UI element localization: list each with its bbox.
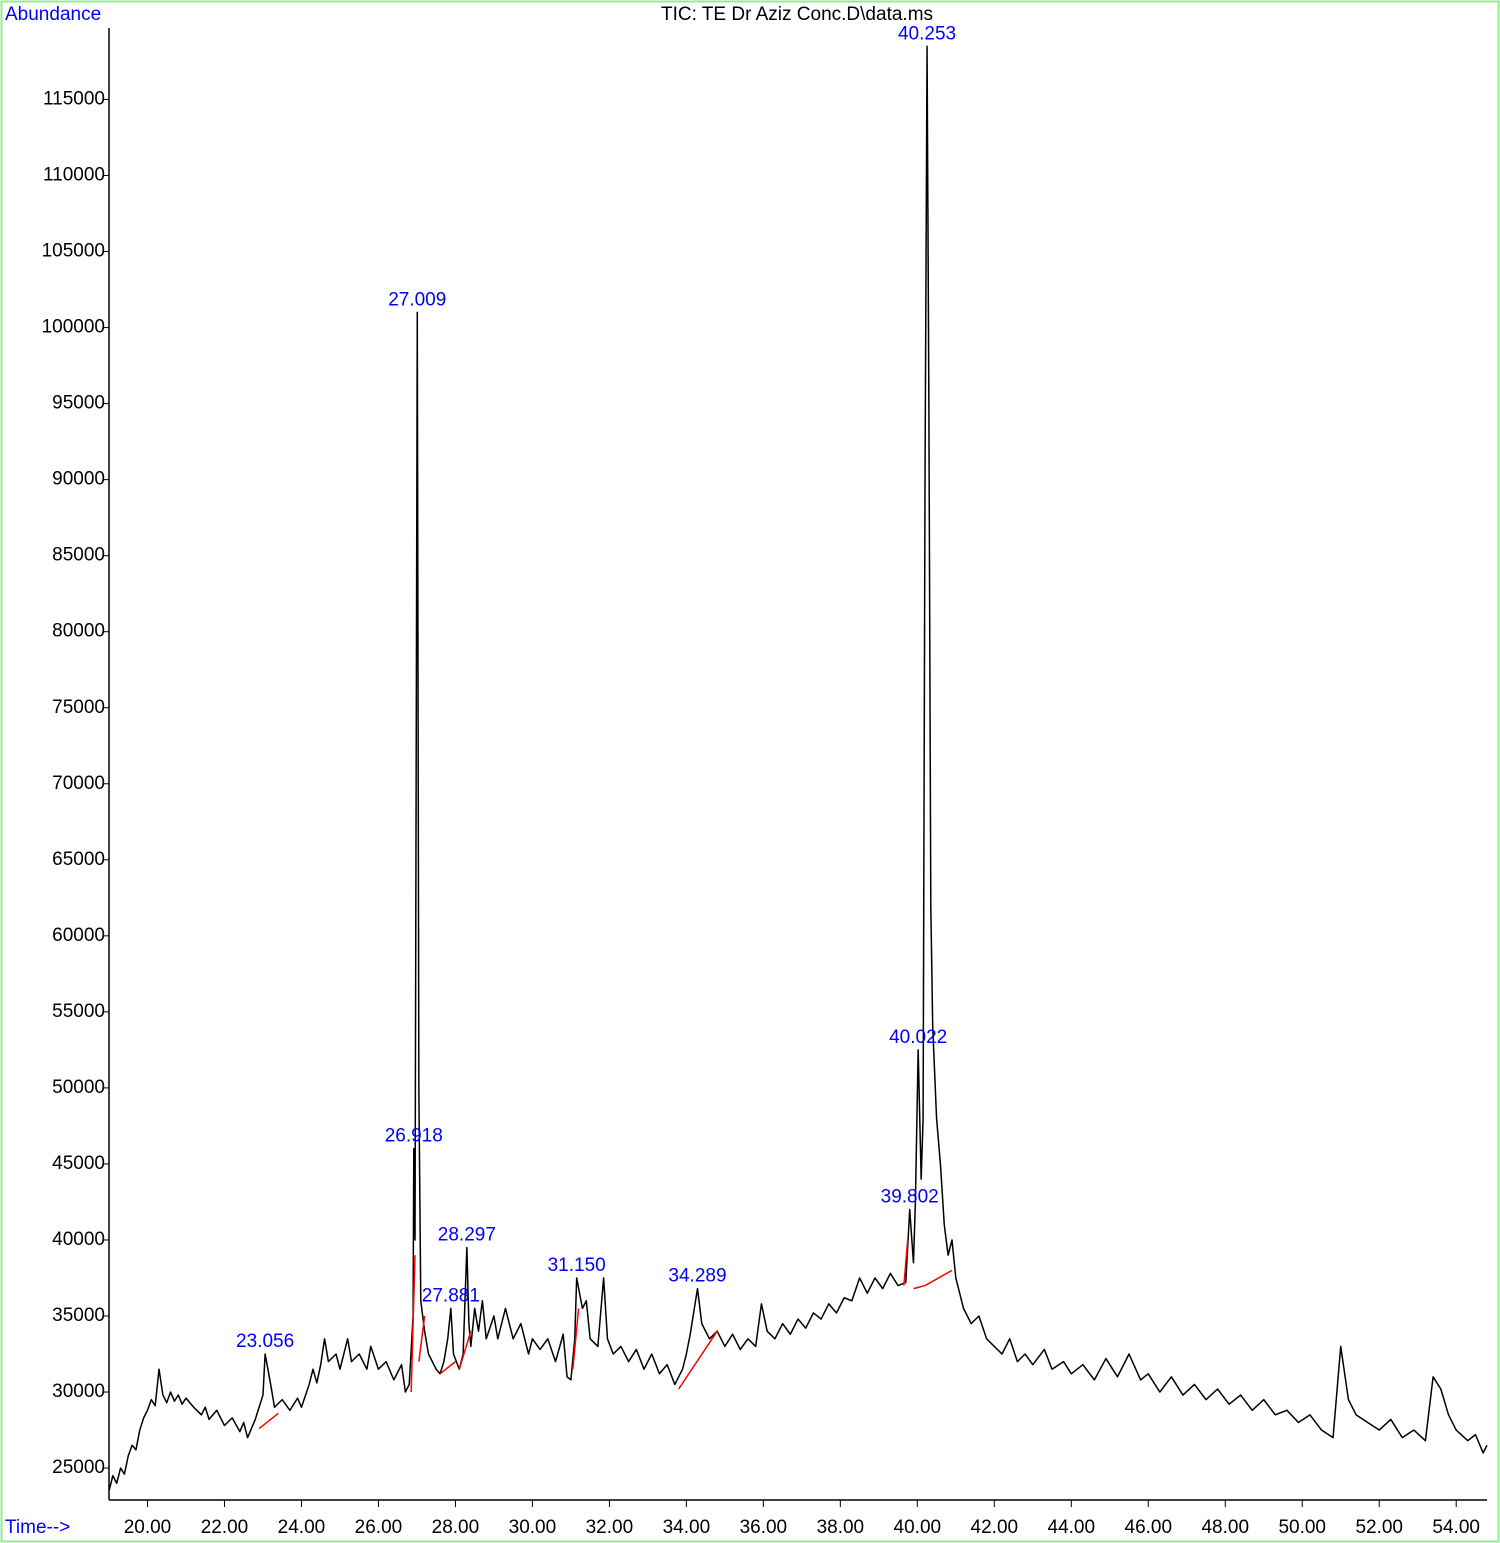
x-tick-label: 28.00 <box>432 1517 480 1538</box>
integration-baseline <box>903 1239 909 1286</box>
y-tick-label: 70000 <box>52 773 105 794</box>
x-tick-label: 52.00 <box>1355 1517 1403 1538</box>
x-tick-label: 30.00 <box>509 1517 557 1538</box>
y-tick-label: 105000 <box>42 241 105 262</box>
integration-baseline <box>458 1330 472 1370</box>
peak-label: 23.056 <box>236 1331 294 1352</box>
peak-label: 27.881 <box>422 1285 480 1306</box>
x-tick-label: 24.00 <box>278 1517 326 1538</box>
y-tick-label: 30000 <box>52 1381 105 1402</box>
integration-baseline <box>913 1284 926 1290</box>
x-tick-label: 36.00 <box>740 1517 788 1538</box>
y-tick-label: 95000 <box>52 393 105 414</box>
y-tick-label: 55000 <box>52 1001 105 1022</box>
x-tick-label: 40.00 <box>894 1517 942 1538</box>
x-tick-label: 38.00 <box>817 1517 865 1538</box>
x-tick-label: 48.00 <box>1201 1517 1249 1538</box>
x-tick-label: 46.00 <box>1125 1517 1173 1538</box>
x-tick-label: 42.00 <box>971 1517 1019 1538</box>
x-tick-label: 34.00 <box>663 1517 711 1538</box>
peak-label: 28.297 <box>438 1225 496 1246</box>
x-tick-label: 54.00 <box>1432 1517 1480 1538</box>
peak-label: 27.009 <box>388 289 446 310</box>
x-tick-label: 22.00 <box>201 1517 249 1538</box>
peak-label: 26.918 <box>385 1126 443 1147</box>
y-tick-label: 90000 <box>52 469 105 490</box>
x-axis-label: Time--> <box>5 1517 70 1538</box>
y-tick-label: 80000 <box>52 621 105 642</box>
y-tick-label: 60000 <box>52 925 105 946</box>
y-axis-label: Abundance <box>5 4 101 25</box>
x-tick-label: 20.00 <box>124 1517 172 1538</box>
y-tick-label: 35000 <box>52 1305 105 1326</box>
y-tick-label: 65000 <box>52 849 105 870</box>
y-tick-label: 100000 <box>42 317 105 338</box>
y-tick-label: 25000 <box>52 1457 105 1478</box>
y-tick-label: 45000 <box>52 1153 105 1174</box>
y-tick-label: 110000 <box>43 165 105 186</box>
y-tick-label: 50000 <box>52 1077 105 1098</box>
peak-label: 34.289 <box>668 1266 726 1287</box>
x-tick-label: 50.00 <box>1278 1517 1326 1538</box>
integration-baseline <box>439 1361 456 1375</box>
y-tick-label: 40000 <box>52 1229 105 1250</box>
peak-label: 39.802 <box>881 1187 939 1208</box>
x-tick-label: 26.00 <box>355 1517 403 1538</box>
peak-label: 31.150 <box>548 1255 606 1276</box>
x-tick-label: 32.00 <box>586 1517 634 1538</box>
y-tick-label: 75000 <box>52 697 105 718</box>
integration-baseline <box>678 1330 718 1390</box>
peak-label: 40.253 <box>898 23 956 44</box>
y-tick-label: 85000 <box>52 545 105 566</box>
integration-baseline <box>572 1308 580 1370</box>
y-tick-label: 115000 <box>43 88 105 109</box>
x-tick-label: 44.00 <box>1048 1517 1096 1538</box>
integration-baseline <box>258 1412 279 1430</box>
peak-label: 40.022 <box>889 1027 947 1048</box>
integration-baseline <box>924 1269 953 1287</box>
chart-title: TIC: TE Dr Aziz Conc.D\data.ms <box>661 4 933 25</box>
integration-baseline <box>410 1255 416 1393</box>
tic-trace <box>108 45 1488 1492</box>
integration-baseline <box>418 1315 426 1362</box>
